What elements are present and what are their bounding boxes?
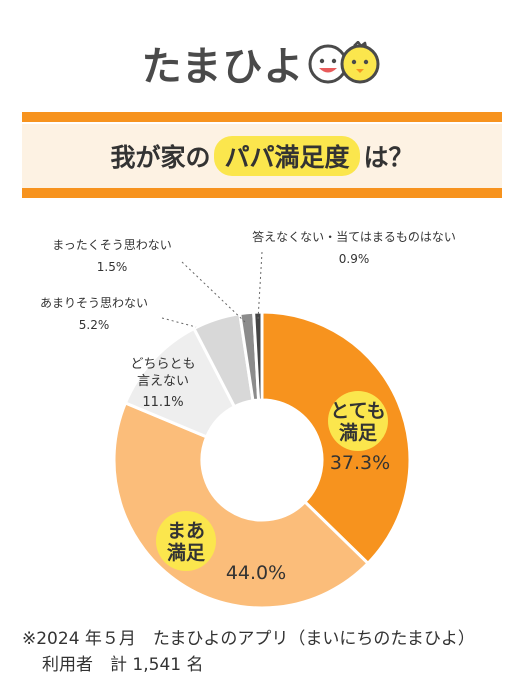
slice-label: 満足 (167, 542, 206, 564)
footnote-line-2: 利用者 計 1,541 名 (42, 655, 204, 675)
slice-label: まったくそう思わない (52, 238, 172, 252)
data-label: 37.3% (330, 452, 390, 474)
data-label: 11.1% (142, 395, 183, 410)
logo-mascot-icon (308, 41, 380, 84)
title-prefix: 我が家の (110, 143, 211, 172)
pie-slice (252, 310, 264, 402)
leader-line (161, 317, 197, 328)
logo: たまひよ (0, 34, 524, 92)
slice-label: 言えない (137, 374, 189, 389)
data-label: 1.5% (97, 260, 128, 274)
label-bubble (328, 391, 388, 451)
footnote: ※2024 年５月 たまひよのアプリ（まいにちのたまひよ） 利用者 計 1,54… (22, 626, 522, 678)
data-label: 0.9% (339, 252, 370, 266)
slice-label: あまりそう思わない (40, 296, 148, 310)
donut-chart: とても満足37.3%まあ満足44.0%どちらとも言えない11.1%あまりそう思わ… (40, 229, 456, 610)
slice-label: 答えなくない・当てはまるものはない (252, 229, 456, 244)
title-top-band (22, 112, 502, 122)
slice-label: まあ (167, 520, 205, 542)
data-label: 5.2% (79, 318, 110, 332)
slice-label: 満足 (339, 422, 378, 444)
title-suffix: は？ (363, 143, 414, 172)
title-highlight: パパ満足度 (214, 136, 360, 176)
slice-label: とても (330, 400, 385, 422)
page-title: 我が家の パパ満足度 は？ (22, 124, 502, 188)
slice-label: どちらとも (130, 357, 195, 372)
title-bottom-band (22, 188, 502, 198)
data-label: 44.0% (226, 562, 286, 584)
leader-line (257, 251, 263, 321)
footnote-line-1: ※2024 年５月 たまひよのアプリ（まいにちのたまひよ） (22, 629, 475, 649)
logo-text: たまひよ (141, 44, 305, 90)
label-bubble (156, 511, 216, 571)
